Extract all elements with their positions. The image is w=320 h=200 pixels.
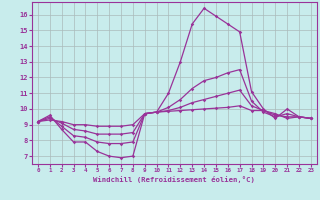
X-axis label: Windchill (Refroidissement éolien,°C): Windchill (Refroidissement éolien,°C) xyxy=(93,176,255,183)
